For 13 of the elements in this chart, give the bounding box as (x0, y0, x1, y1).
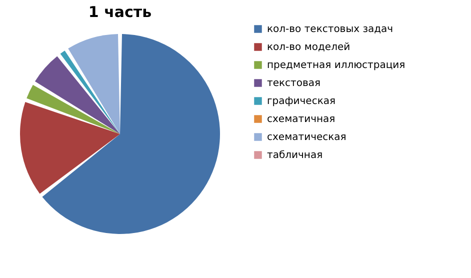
legend-label: схематичная (267, 114, 336, 125)
legend-label: предметная иллюстрация (267, 60, 406, 71)
legend-label: графическая (267, 96, 336, 107)
pie-slice (34, 56, 120, 134)
chart-title: 1 часть (88, 3, 152, 21)
legend-label: табличная (267, 150, 323, 161)
legend-label: текстовая (267, 78, 320, 89)
pie-slice (26, 84, 120, 134)
pie-slice (20, 102, 120, 194)
legend-label: схематическая (267, 132, 346, 143)
pie-slice (68, 34, 120, 134)
legend-label: кол-во моделей (267, 42, 350, 53)
legend-label: кол-во текстовых задач (267, 24, 394, 35)
